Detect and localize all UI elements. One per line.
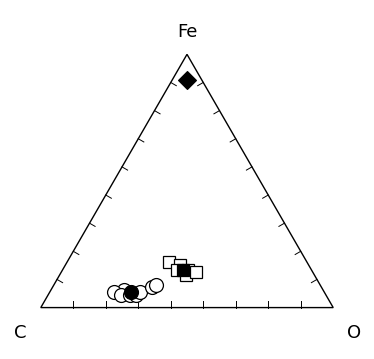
Text: Fe: Fe (177, 23, 197, 41)
Text: O: O (347, 324, 361, 342)
Text: C: C (14, 324, 27, 342)
